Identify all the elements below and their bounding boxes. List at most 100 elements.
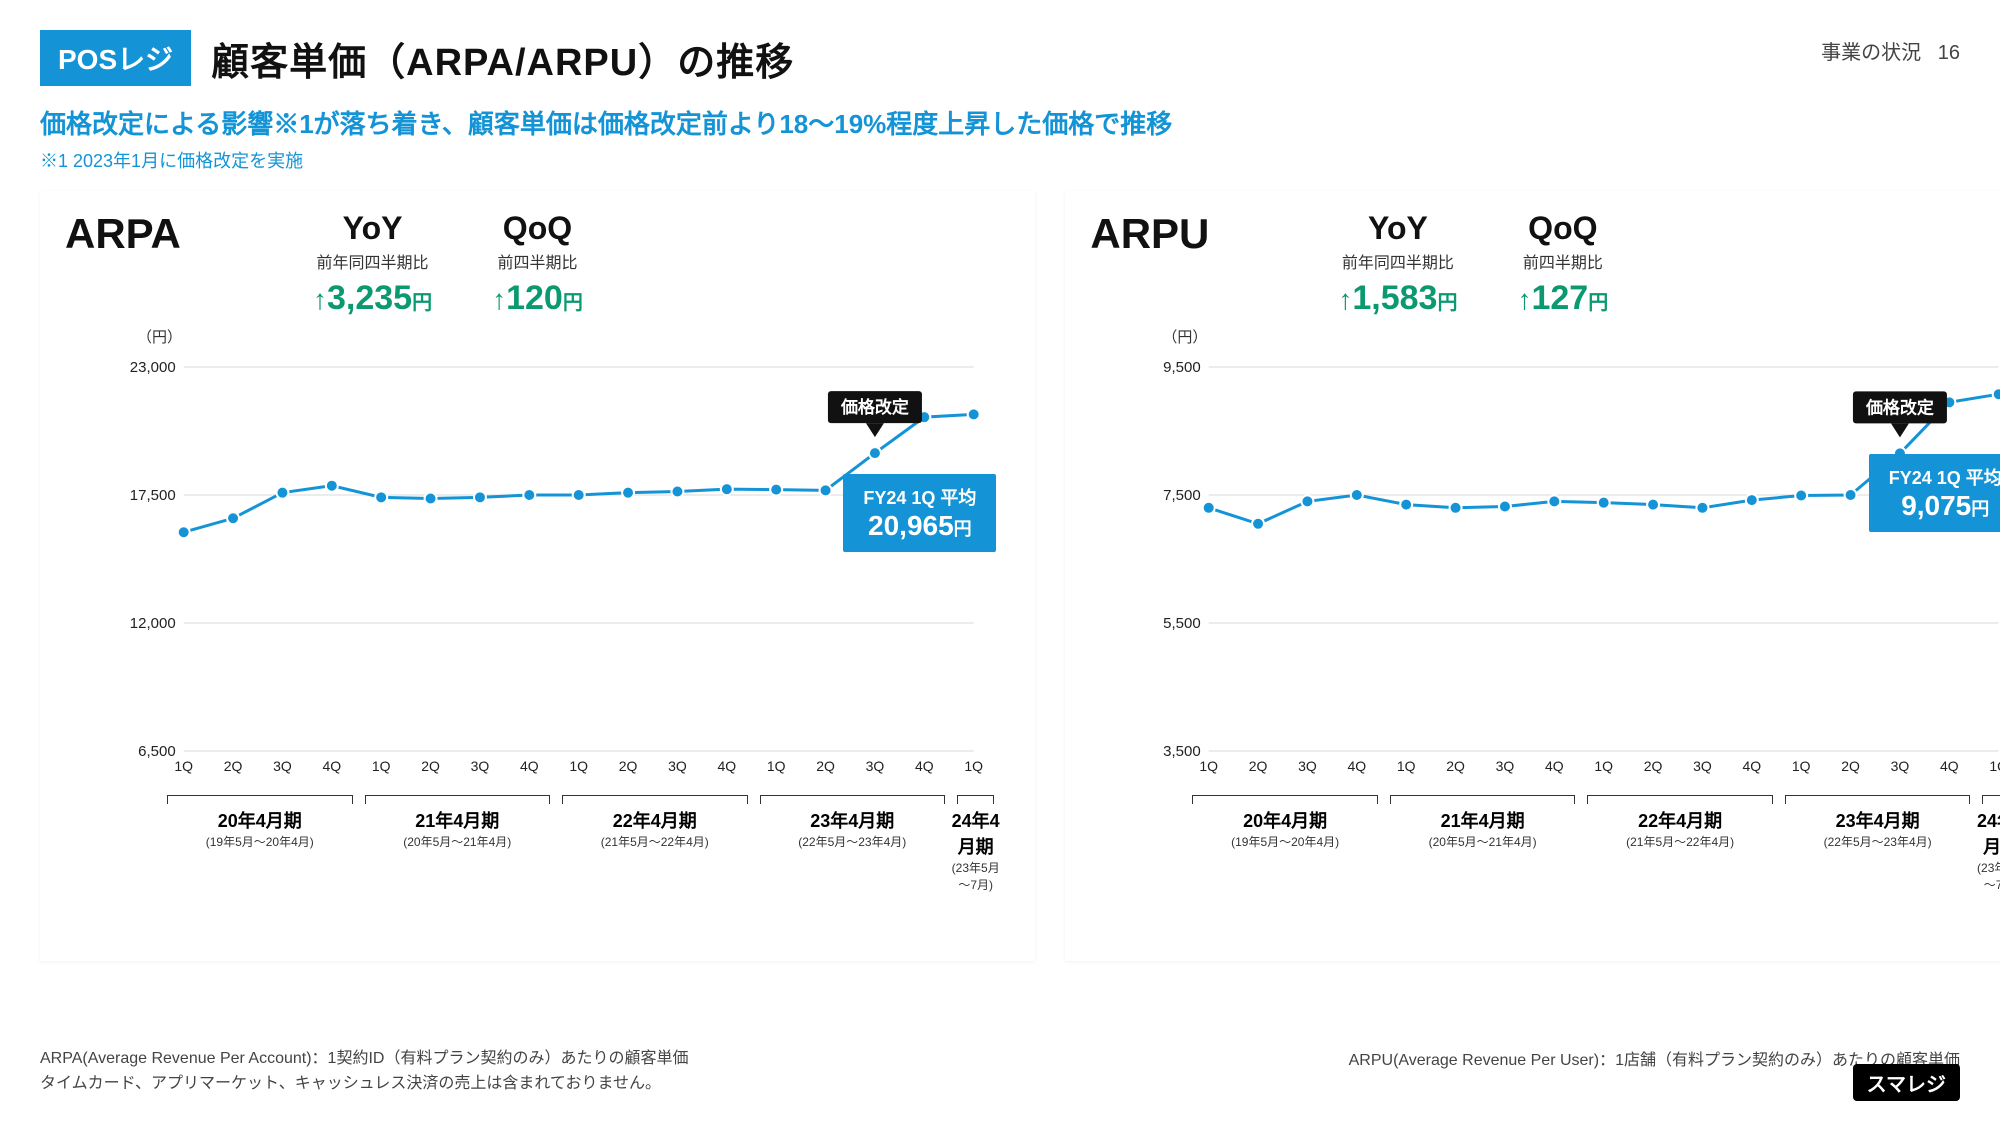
svg-text:3Q: 3Q [471,758,490,774]
fy-label: 24年4月期 [951,807,1000,859]
arpa-exclusion: タイムカード、アプリマーケット、キャッシュレス決済の売上は含まれておりません。 [40,1071,688,1097]
fiscal-year-group: 22年4月期 (21年5月～22年4月) [1581,795,1779,893]
footnote-ref: ※1 2023年1月に価格改定を実施 [40,147,1960,173]
stat-sublabel: 前年同四半期比 [313,249,432,273]
fiscal-year-group: 20年4月期 (19年5月～20年4月) [1186,795,1384,893]
stat-block: YoY 前年同四半期比 ↑1,583円 [1338,210,1457,318]
svg-text:1Q: 1Q [964,758,983,774]
fiscal-year-group: 21年4月期 (20年5月～21年4月) [1384,795,1582,893]
footnotes: ARPA(Average Revenue Per Account)：1契約ID（… [40,1046,1960,1097]
stat-block: QoQ 前四半期比 ↑120円 [492,210,583,318]
svg-text:3Q: 3Q [1693,758,1712,774]
stat-block: QoQ 前四半期比 ↑127円 [1517,210,1608,318]
stat-label: QoQ [1517,210,1608,247]
svg-text:1Q: 1Q [1990,758,2000,774]
stat-label: YoY [1338,210,1457,247]
fy-range: (23年5月～7月) [951,859,1000,893]
avg-label: FY24 1Q 平均 [1889,464,2000,490]
page-title: 顧客単価（ARPA/ARPU）の推移 [211,31,794,86]
section-label: 事業の状況 [1821,42,1921,64]
fy-range: (22年5月～23年4月) [754,833,952,850]
fiscal-year-group: 24年4月期 (23年5月～7月) [951,795,1000,893]
svg-text:2Q: 2Q [1249,758,1268,774]
svg-text:2Q: 2Q [224,758,243,774]
svg-text:2Q: 2Q [1842,758,1861,774]
svg-text:7,500: 7,500 [1164,487,1202,504]
fy-label: 23年4月期 [1779,807,1977,833]
svg-text:4Q: 4Q [915,758,934,774]
chart-panel: ARPU YoY 前年同四半期比 ↑1,583円 QoQ 前四半期比 ↑127円 （円… [1065,191,2000,961]
fy-range: (22年5月～23年4月) [1779,833,1977,850]
fy-label: 21年4月期 [359,807,557,833]
svg-text:4Q: 4Q [717,758,736,774]
page-meta: 事業の状況 16 [1821,36,1960,65]
average-box: FY24 1Q 平均 9,075円 [1869,454,2000,532]
svg-text:4Q: 4Q [520,758,539,774]
subtitle: 価格改定による影響※1が落ち着き、顧客単価は価格改定前より18～19%程度上昇し… [40,104,1960,141]
svg-text:2Q: 2Q [1447,758,1466,774]
svg-text:1Q: 1Q [1397,758,1416,774]
fy-label: 22年4月期 [1581,807,1779,833]
y-axis-unit: （円） [1162,326,2000,347]
arrow-up-icon: ↑ [313,284,327,315]
svg-text:1Q: 1Q [372,758,391,774]
fy-range: (23年5月～7月) [1976,859,2000,893]
svg-text:12,000: 12,000 [130,615,176,632]
stat-label: QoQ [492,210,583,247]
svg-text:3,500: 3,500 [1164,743,1202,760]
svg-text:4Q: 4Q [1940,758,1959,774]
svg-text:3Q: 3Q [1496,758,1515,774]
brand-logo: スマレジ [1853,1064,1960,1101]
fy-label: 21年4月期 [1384,807,1582,833]
svg-text:2Q: 2Q [421,758,440,774]
svg-text:3Q: 3Q [1298,758,1317,774]
fy-range: (21年5月～22年4月) [1581,833,1779,850]
fy-range: (20年5月～21年4月) [359,833,557,850]
y-axis-unit: （円） [137,326,1010,347]
svg-text:2Q: 2Q [1644,758,1663,774]
svg-text:2Q: 2Q [816,758,835,774]
svg-text:3Q: 3Q [866,758,885,774]
avg-label: FY24 1Q 平均 [863,484,976,510]
chart-panel: ARPAYoY 前年同四半期比 ↑3,235円QoQ 前四半期比 ↑120円（円… [40,191,1035,961]
stat-block: YoY 前年同四半期比 ↑3,235円 [313,210,432,318]
svg-text:価格改定: 価格改定 [840,397,909,417]
fy-label: 20年4月期 [1186,807,1384,833]
fiscal-year-row: 20年4月期 (19年5月～20年4月) 21年4月期 (20年5月～21年4月… [161,795,1000,893]
svg-text:17,500: 17,500 [130,487,176,504]
stat-value: ↑127円 [1517,279,1608,318]
fy-label: 23年4月期 [754,807,952,833]
stat-value: ↑1,583円 [1338,279,1457,318]
stat-value: ↑120円 [492,279,583,318]
svg-text:1Q: 1Q [174,758,193,774]
stat-sublabel: 前年同四半期比 [1338,249,1457,273]
chart-panels: ARPAYoY 前年同四半期比 ↑3,235円QoQ 前四半期比 ↑120円（円… [40,191,1960,961]
svg-text:9,500: 9,500 [1164,359,1202,376]
svg-text:3Q: 3Q [273,758,292,774]
metric-name: ARPU [1090,210,1280,258]
fy-label: 20年4月期 [161,807,359,833]
arrow-up-icon: ↑ [492,284,506,315]
svg-text:4Q: 4Q [1545,758,1564,774]
svg-text:1Q: 1Q [1792,758,1811,774]
avg-value: 20,965円 [863,510,976,542]
arrow-up-icon: ↑ [1517,284,1531,315]
svg-text:6,500: 6,500 [138,743,176,760]
stat-label: YoY [313,210,432,247]
svg-text:3Q: 3Q [668,758,687,774]
fiscal-year-group: 23年4月期 (22年5月～23年4月) [1779,795,1977,893]
fy-range: (21年5月～22年4月) [556,833,754,850]
header: POSレジ 顧客単価（ARPA/ARPU）の推移 [40,30,1960,86]
stat-sublabel: 前四半期比 [1517,249,1608,273]
line-chart: 3,5005,5007,5009,5001Q2Q3Q4Q1Q2Q3Q4Q1Q2Q… [1090,351,2000,791]
fy-range: (19年5月～20年4月) [161,833,359,850]
chart-area: 6,50012,00017,50023,0001Q2Q3Q4Q1Q2Q3Q4Q1… [65,351,1010,791]
fy-range: (20年5月～21年4月) [1384,833,1582,850]
svg-text:4Q: 4Q [322,758,341,774]
fiscal-year-row: 20年4月期 (19年5月～20年4月) 21年4月期 (20年5月～21年4月… [1186,795,2000,893]
fiscal-year-group: 23年4月期 (22年5月～23年4月) [754,795,952,893]
avg-value: 9,075円 [1889,490,2000,522]
fy-range: (19年5月～20年4月) [1186,833,1384,850]
svg-text:2Q: 2Q [619,758,638,774]
stat-value: ↑3,235円 [313,279,432,318]
